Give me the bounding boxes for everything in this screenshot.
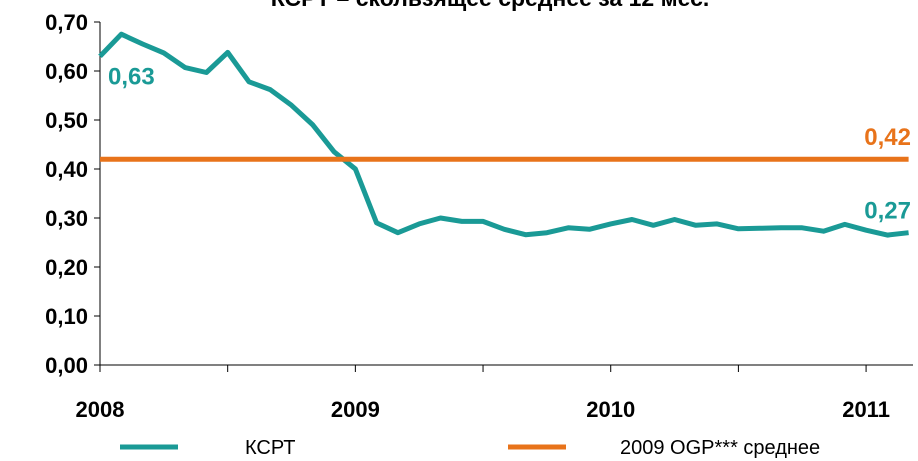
x-tick-label: 2008 <box>76 397 125 422</box>
y-tick-label: 0,30 <box>45 206 88 231</box>
chart-title: КСРТ – скользящее среднее за 12 мес. <box>271 0 710 11</box>
y-tick-label: 0,60 <box>45 59 88 84</box>
legend-label: КСРТ <box>245 437 296 459</box>
y-tick-label: 0,10 <box>45 304 88 329</box>
x-tick-label: 2011 <box>842 397 890 422</box>
y-tick-label: 0,50 <box>45 108 88 133</box>
legend-label: 2009 OGP*** среднее <box>620 437 820 459</box>
x-tick-label: 2010 <box>586 397 635 422</box>
data-label: 0,27 <box>864 198 911 225</box>
y-tick-label: 0,40 <box>45 157 88 182</box>
y-tick-label: 0,20 <box>45 255 88 280</box>
series-line <box>98 31 909 238</box>
data-label: 0,63 <box>108 63 155 90</box>
x-tick-label: 2009 <box>331 397 380 422</box>
y-tick-label: 0,00 <box>45 353 88 378</box>
data-label: 0,42 <box>864 124 911 151</box>
y-tick-label: 0,70 <box>45 10 88 35</box>
